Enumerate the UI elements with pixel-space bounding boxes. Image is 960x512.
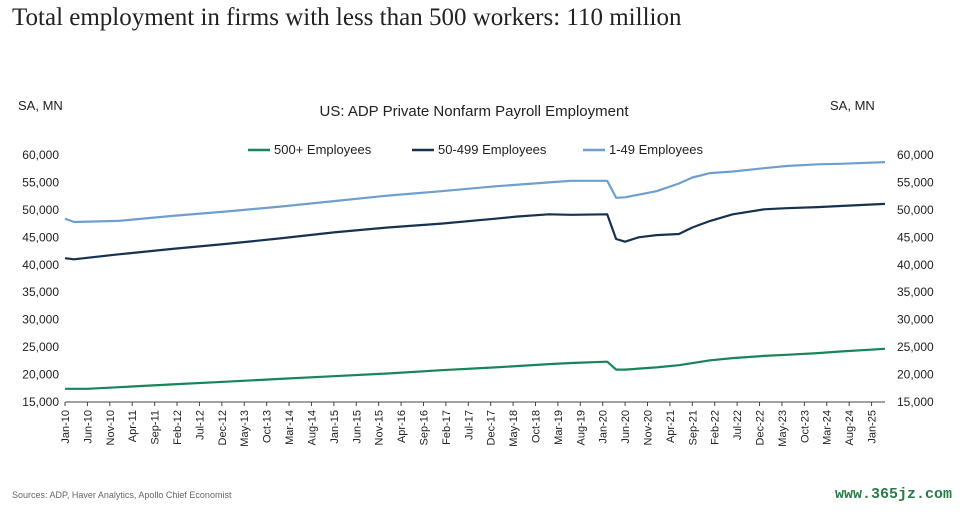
left-y-tick-label: 30,000	[22, 313, 59, 327]
headline: Total employment in firms with less than…	[12, 4, 682, 31]
left-y-tick-label: 50,000	[22, 203, 59, 217]
x-tick-label: Aug-24	[844, 410, 856, 445]
axes: 15,000 15,000 20,000 20,000 25,000 25,000 30,0…	[22, 148, 934, 409]
right-y-tick-label: 35,000	[897, 285, 934, 299]
x-tick-label: Dec-17	[486, 410, 498, 445]
x-tick-label: Sep-11	[150, 410, 162, 445]
right-y-tick-label: 60,000	[897, 148, 934, 162]
x-tick-label: Feb-17	[441, 410, 453, 445]
x-tick-label: Jan-15	[329, 410, 341, 444]
series-lines	[64, 161, 886, 390]
x-tick-label: Nov-10	[105, 410, 117, 445]
series-line-50-499-employees	[64, 202, 886, 261]
left-y-tick-label: 60,000	[22, 148, 59, 162]
right-y-tick-label: 25,000	[897, 340, 934, 354]
x-axis-ticks: Jan-10 Jun-10 Nov-10 Apr-11 Sep-11 Feb-12 Jul-…	[60, 402, 879, 447]
left-y-tick-label: 40,000	[22, 258, 59, 272]
series-line-1-49-employees	[64, 161, 886, 224]
x-tick-label: Apr-21	[665, 410, 677, 443]
x-tick-label: Jun-20	[620, 410, 632, 444]
x-tick-label: Jun-15	[351, 410, 363, 444]
legend-label-1-49-employees: 1-49 Employees	[609, 142, 703, 157]
x-tick-label: Dec-12	[217, 410, 229, 445]
x-tick-label: May-23	[777, 410, 789, 447]
right-y-tick-label: 15,000	[897, 395, 934, 409]
x-tick-label: Oct-13	[262, 410, 274, 443]
left-y-tick-label: 45,000	[22, 230, 59, 244]
x-tick-label: Mar-24	[822, 410, 834, 445]
x-tick-label: Oct-18	[530, 410, 542, 443]
x-tick-label: Jan-25	[867, 410, 879, 444]
chart-title: US: ADP Private Nonfarm Payroll Employme…	[319, 103, 629, 120]
left-y-tick-label: 15,000	[22, 395, 59, 409]
x-tick-label: Jul-12	[194, 410, 206, 440]
x-tick-label: Aug-14	[306, 410, 318, 445]
watermark: www.365jz.com	[834, 486, 952, 503]
x-tick-label: Aug-19	[575, 410, 587, 445]
x-tick-label: Sep-21	[687, 410, 699, 445]
sources-note: Sources: ADP, Haver Analytics, Apollo Ch…	[12, 490, 232, 500]
x-tick-label: Sep-16	[418, 410, 430, 445]
x-tick-label: Feb-22	[710, 410, 722, 445]
x-tick-label: Apr-16	[396, 410, 408, 443]
x-tick-label: Nov-15	[374, 410, 386, 445]
x-tick-label: Oct-23	[799, 410, 811, 443]
x-tick-label: Mar-19	[553, 410, 565, 445]
x-tick-label: Jan-20	[598, 410, 610, 444]
right-y-tick-label: 20,000	[897, 368, 934, 382]
left-y-tick-label: 25,000	[22, 340, 59, 354]
x-tick-label: Dec-22	[755, 410, 767, 445]
left-y-tick-label: 55,000	[22, 175, 59, 189]
legend-label-500-employees: 500+ Employees	[274, 142, 372, 157]
right-axis-unit-label: SA, MN	[830, 98, 875, 113]
legend-label-50-499-employees: 50-499 Employees	[438, 142, 547, 157]
x-tick-label: Mar-14	[284, 410, 296, 445]
right-y-tick-label: 40,000	[897, 258, 934, 272]
x-tick-label: Nov-20	[643, 410, 655, 445]
left-y-tick-label: 20,000	[22, 368, 59, 382]
x-tick-label: Jun-10	[82, 410, 94, 444]
x-tick-label: May-18	[508, 410, 520, 447]
right-y-tick-label: 30,000	[897, 313, 934, 327]
x-tick-label: May-13	[239, 410, 251, 447]
left-y-tick-label: 35,000	[22, 285, 59, 299]
x-tick-label: Apr-11	[127, 410, 139, 442]
series-line-500-employees	[65, 347, 886, 390]
right-y-tick-label: 55,000	[897, 175, 934, 189]
left-axis-unit-label: SA, MN	[18, 98, 63, 113]
x-tick-label: Feb-12	[172, 410, 184, 445]
x-tick-label: Jan-10	[60, 410, 72, 444]
right-y-tick-label: 50,000	[897, 203, 934, 217]
x-tick-label: Jul-22	[732, 410, 744, 440]
right-y-tick-label: 45,000	[897, 230, 934, 244]
legend: 500+ Employees 50-499 Employees 1-49 Emplo…	[248, 142, 703, 157]
x-tick-label: Jul-17	[463, 410, 475, 440]
